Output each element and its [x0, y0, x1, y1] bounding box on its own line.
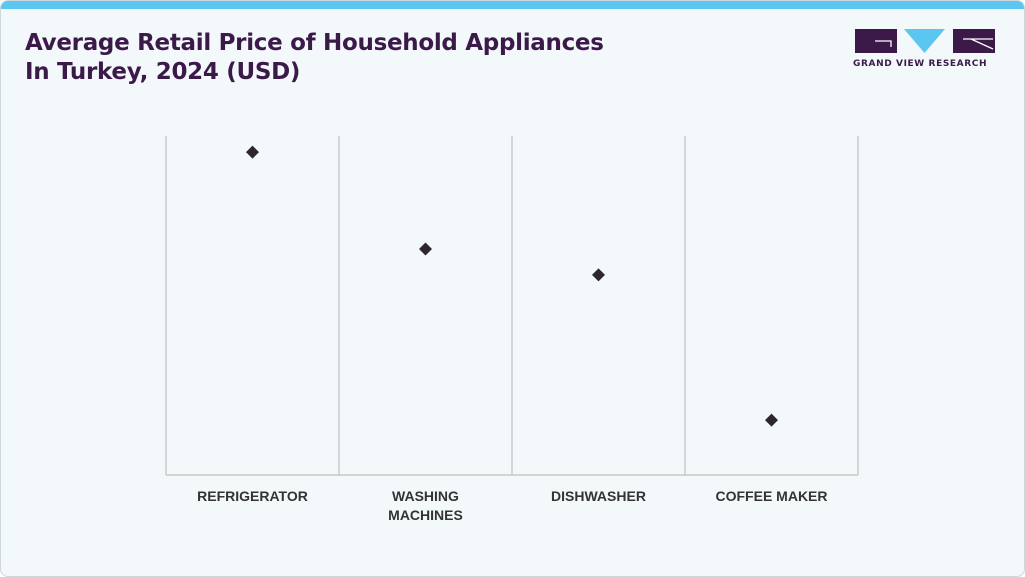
data-point-marker: [246, 145, 259, 159]
x-tick-label: DISHWASHER: [551, 488, 646, 504]
logo-mark-icon: [855, 29, 995, 53]
accent-bar: [1, 1, 1024, 9]
data-point-marker: [419, 242, 432, 256]
x-tick-label-line: COFFEE MAKER: [716, 488, 828, 504]
data-point-marker: [592, 268, 605, 282]
x-tick-label: COFFEE MAKER: [716, 488, 828, 504]
chart-title-line-1: Average Retail Price of Household Applia…: [25, 30, 604, 56]
x-tick-label-line: MACHINES: [388, 507, 463, 523]
chart-title-line-2: In Turkey, 2024 (USD): [25, 59, 301, 85]
data-point-marker: [765, 413, 778, 427]
grand-view-research-logo: GRAND VIEW RESEARCH: [853, 29, 997, 73]
x-tick-label: REFRIGERATOR: [197, 488, 308, 504]
x-tick-label: WASHING MACHINES: [388, 488, 463, 523]
chart-title: Average Retail Price of Household Applia…: [25, 29, 665, 87]
x-tick-label-line: DISHWASHER: [551, 488, 646, 504]
logo-wordmark: GRAND VIEW RESEARCH: [853, 59, 988, 69]
x-tick-label-line: WASHING: [392, 488, 459, 504]
x-tick-label-line: REFRIGERATOR: [197, 488, 308, 504]
